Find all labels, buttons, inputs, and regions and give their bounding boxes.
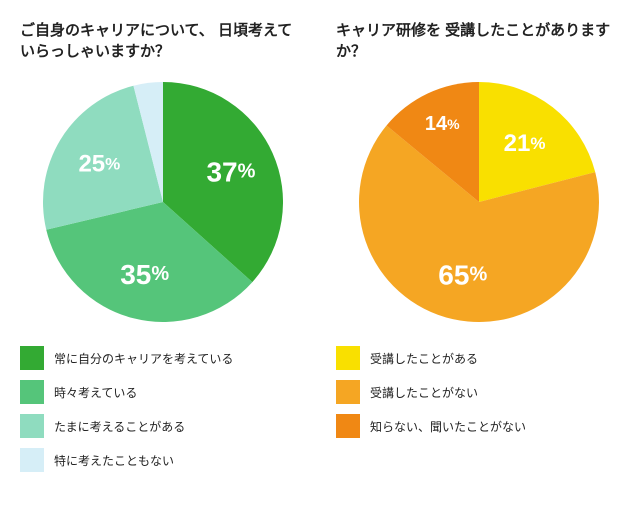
chart-1-legend-swatch-0 xyxy=(20,346,44,370)
chart-2-slice-1-label: 65% xyxy=(438,259,487,290)
chart-1-legend-label-1: 時々考えている xyxy=(54,384,137,401)
chart-1-title: ご自身のキャリアについて、 日頃考えていらっしゃいますか？ xyxy=(20,20,306,62)
chart-2-title: キャリア研修を 受講したことがありますか？ xyxy=(336,20,622,62)
chart-1-block: ご自身のキャリアについて、 日頃考えていらっしゃいますか？ 37%35%25%4… xyxy=(20,20,306,472)
chart-2-legend-swatch-1 xyxy=(336,380,360,404)
chart-2-legend-item-0: 受講したことがある xyxy=(336,346,622,370)
chart-2-legend-label-1: 受講したことがない xyxy=(370,384,478,401)
chart-1-legend-swatch-1 xyxy=(20,380,44,404)
chart-2-legend: 受講したことがある受講したことがない知らない、聞いたことがない xyxy=(336,346,622,438)
chart-2-legend-label-2: 知らない、聞いたことがない xyxy=(370,418,526,435)
chart-1-legend-item-3: 特に考えたこともない xyxy=(20,448,306,472)
chart-2-legend-item-2: 知らない、聞いたことがない xyxy=(336,414,622,438)
chart-1-slice-1-label: 35% xyxy=(120,259,169,290)
charts-container: ご自身のキャリアについて、 日頃考えていらっしゃいますか？ 37%35%25%4… xyxy=(20,20,622,472)
chart-1-legend-label-3: 特に考えたこともない xyxy=(54,452,174,469)
chart-1-pie-svg: 37%35%25%4% xyxy=(43,82,283,322)
chart-2-legend-label-0: 受講したことがある xyxy=(370,350,478,367)
chart-2-slice-2-label: 14% xyxy=(425,113,460,135)
chart-2-pie-wrap: 21% 65% 14% xyxy=(359,82,599,322)
chart-2-legend-swatch-2 xyxy=(336,414,360,438)
chart-2-legend-swatch-0 xyxy=(336,346,360,370)
chart-1-legend-item-1: 時々考えている xyxy=(20,380,306,404)
chart-2-slice-0-label: 21% xyxy=(504,130,546,157)
chart-1-legend-item-0: 常に自分のキャリアを考えている xyxy=(20,346,306,370)
chart-2-pie-svg: 21% 65% 14% xyxy=(359,82,599,322)
chart-1-legend-swatch-2 xyxy=(20,414,44,438)
chart-2-legend-item-1: 受講したことがない xyxy=(336,380,622,404)
chart-1-legend-swatch-3 xyxy=(20,448,44,472)
chart-1-legend-item-2: たまに考えることがある xyxy=(20,414,306,438)
chart-1-slice-2-label: 25% xyxy=(78,150,120,177)
chart-1-pie-wrap: 37%35%25%4% xyxy=(43,82,283,322)
chart-1-legend: 常に自分のキャリアを考えている時々考えているたまに考えることがある特に考えたこと… xyxy=(20,346,306,472)
chart-1-legend-label-2: たまに考えることがある xyxy=(54,418,185,435)
chart-1-slice-0-label: 37% xyxy=(206,156,255,187)
chart-2-block: キャリア研修を 受講したことがありますか？ 21% 65% 14% 受講したことがあ… xyxy=(336,20,622,472)
chart-1-legend-label-0: 常に自分のキャリアを考えている xyxy=(54,350,233,367)
